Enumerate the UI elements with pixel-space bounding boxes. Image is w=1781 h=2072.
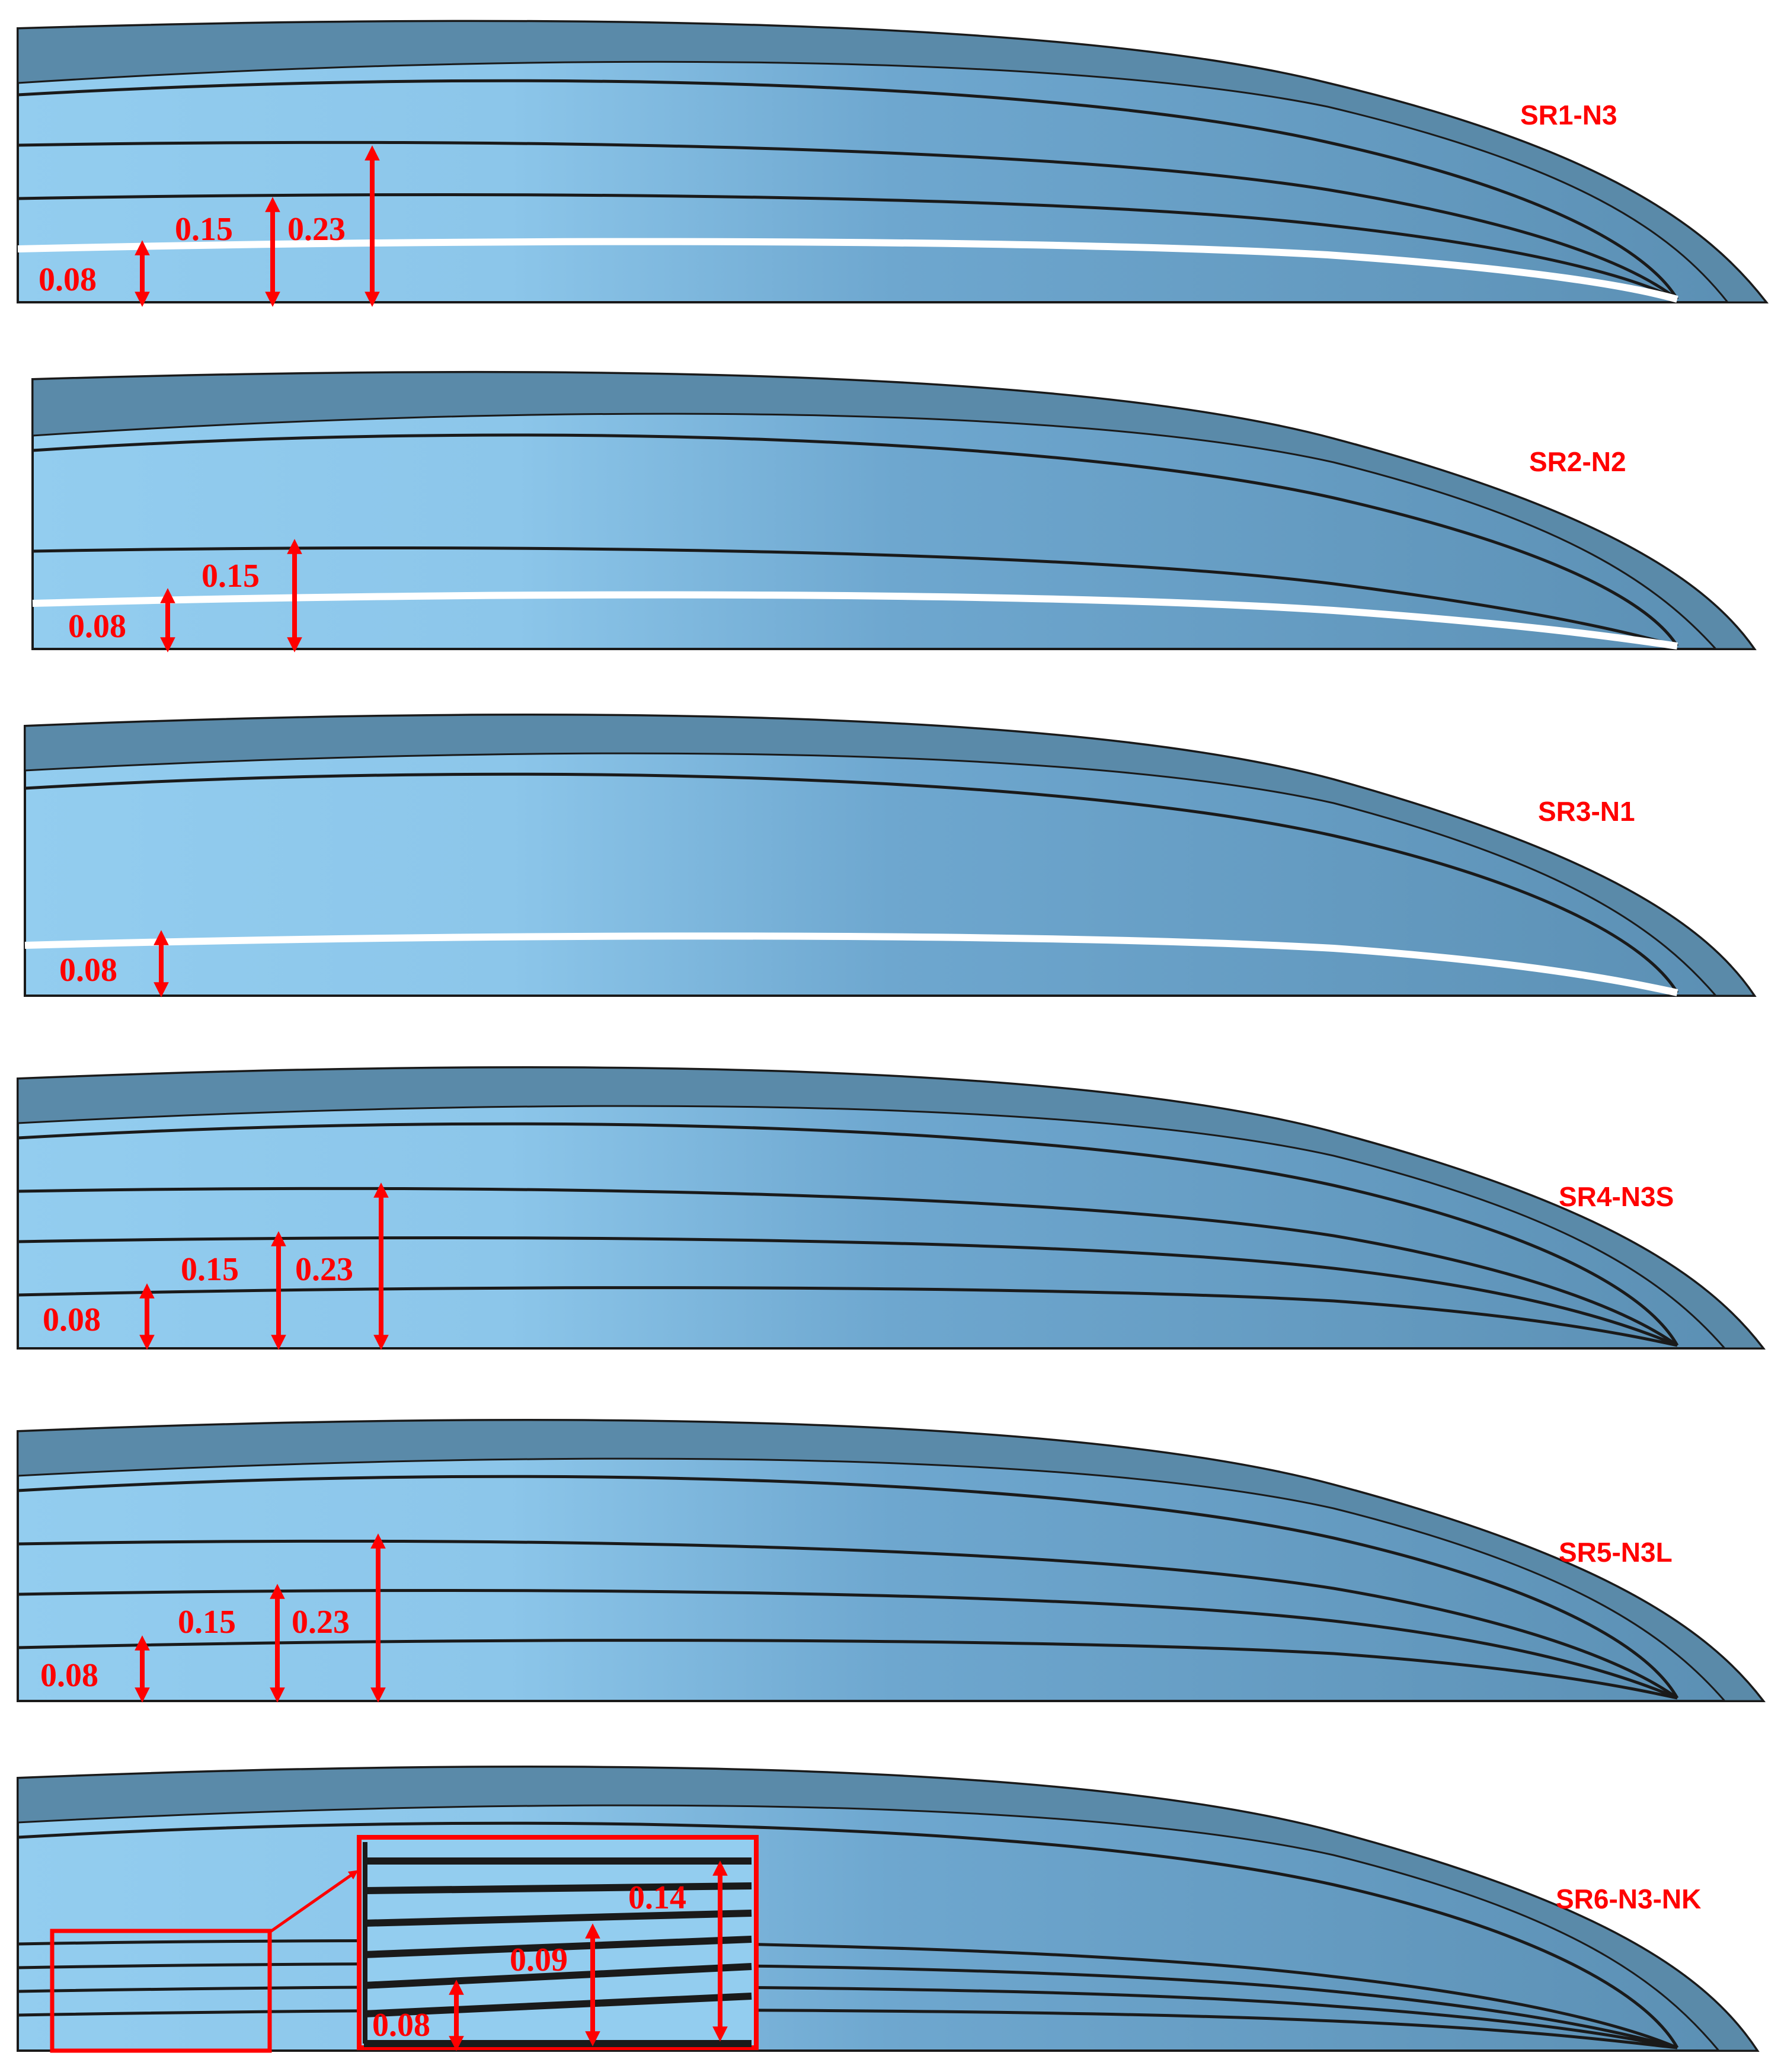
- dim-label: 0.15: [175, 211, 233, 248]
- panel-label: SR5-N3L: [1559, 1537, 1673, 1568]
- dim-label: 0.23: [292, 1604, 350, 1641]
- dim-label: 0.15: [202, 558, 260, 594]
- panel-label: SR3-N1: [1538, 796, 1635, 827]
- panel-label: SR4-N3S: [1559, 1181, 1674, 1212]
- layer-lines: [32, 433, 1679, 650]
- blade-top-layer: [17, 1419, 1766, 1702]
- panel-sr4: SR4-N3S 0.08 0.15 0.23: [17, 1066, 1766, 1350]
- panel-label: SR6-N3-NK: [1556, 1884, 1701, 1914]
- blade-top-layer: [17, 1766, 1759, 2052]
- panel-sr6: SR6-N3-NK 0.08 0.09 0.1: [17, 1766, 1760, 2053]
- layer-lines: [24, 772, 1679, 996]
- dim-label: 0.08: [372, 2007, 430, 2044]
- dim-label: 0.08: [59, 952, 117, 989]
- dim-label: 0.23: [295, 1251, 353, 1288]
- panel-sr3: SR3-N1 0.08: [24, 714, 1757, 997]
- dim-label: 0.23: [287, 211, 346, 248]
- layer-lines: [17, 1122, 1679, 1347]
- blade-top-layer: [17, 1066, 1766, 1350]
- panel-sr1: SR1-N3 0.08 0.15 0.23: [17, 20, 1769, 307]
- blade-top-layer: [17, 20, 1769, 303]
- blade-top-layer: [24, 714, 1756, 997]
- dim-label: 0.08: [40, 1657, 98, 1694]
- panel-sr5: SR5-N3L 0.08 0.15 0.23: [17, 1419, 1766, 1703]
- dim-label: 0.15: [178, 1604, 236, 1641]
- dim-label: 0.15: [181, 1251, 239, 1288]
- dim-arrows: [139, 1182, 389, 1350]
- dim-label: 0.08: [68, 608, 126, 645]
- panel-label: SR2-N2: [1529, 446, 1626, 477]
- panel-sr2: SR2-N2 0.08 0.15: [31, 370, 1757, 653]
- zoom-source-box: [50, 1929, 272, 2053]
- dim-label: 0.09: [510, 1942, 568, 1978]
- layer-lines: [17, 79, 1679, 303]
- dim-arrows: [160, 539, 302, 653]
- blade-top-layer: [31, 371, 1756, 650]
- dim-arrows: [135, 1533, 386, 1703]
- dim-label: 0.08: [43, 1302, 101, 1338]
- dim-arrows: [449, 1860, 728, 2051]
- dim-label: 0.08: [39, 261, 97, 298]
- layer-lines: [17, 1475, 1679, 1700]
- zoom-pointer: [268, 1870, 359, 1934]
- dim-label: 0.14: [628, 1879, 686, 1916]
- panel-label: SR1-N3: [1520, 100, 1617, 130]
- zoom-inset: 0.08 0.09 0.14: [357, 1835, 759, 2051]
- dim-arrows: [135, 145, 380, 307]
